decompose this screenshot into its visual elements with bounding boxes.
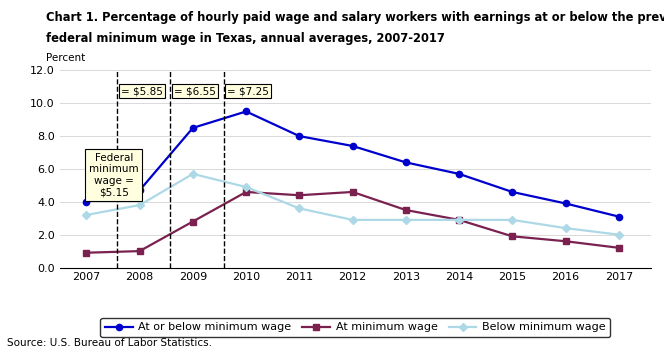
Text: Percent: Percent xyxy=(46,53,86,63)
Text: federal minimum wage in Texas, annual averages, 2007-2017: federal minimum wage in Texas, annual av… xyxy=(46,32,446,45)
Text: = $6.55: = $6.55 xyxy=(174,86,216,96)
Text: Federal
minimum
wage =
$5.15: Federal minimum wage = $5.15 xyxy=(89,152,139,197)
Text: = $7.25: = $7.25 xyxy=(228,86,270,96)
Text: = $5.85: = $5.85 xyxy=(121,86,163,96)
Legend: At or below minimum wage, At minimum wage, Below minimum wage: At or below minimum wage, At minimum wag… xyxy=(100,318,610,337)
Text: Source: U.S. Bureau of Labor Statistics.: Source: U.S. Bureau of Labor Statistics. xyxy=(7,339,212,348)
Text: Chart 1. Percentage of hourly paid wage and salary workers with earnings at or b: Chart 1. Percentage of hourly paid wage … xyxy=(46,11,664,24)
